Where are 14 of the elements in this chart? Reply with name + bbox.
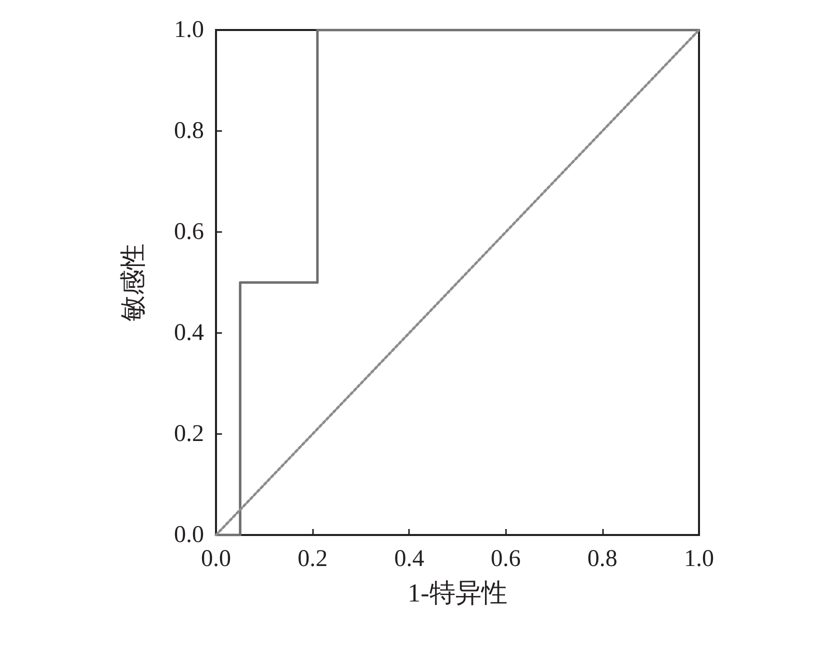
y-tick-label: 0.2 [174,421,204,447]
x-tick-label: 0.0 [201,546,231,572]
x-tick-label: 0.2 [298,546,328,572]
y-axis-title: 敏感性 [118,244,148,322]
y-tick-label: 0.4 [174,320,204,346]
x-tick-label: 1.0 [684,546,714,572]
y-tick-label: 1.0 [174,17,204,43]
x-axis-title: 1-特异性 [408,578,508,608]
y-tick-label: 0.0 [174,522,204,548]
y-tick-label: 0.8 [174,118,204,144]
y-tick-label: 0.6 [174,219,204,245]
x-tick-label: 0.6 [490,546,521,572]
x-tick-label: 0.4 [394,546,424,572]
x-tick-label: 0.8 [587,546,618,572]
